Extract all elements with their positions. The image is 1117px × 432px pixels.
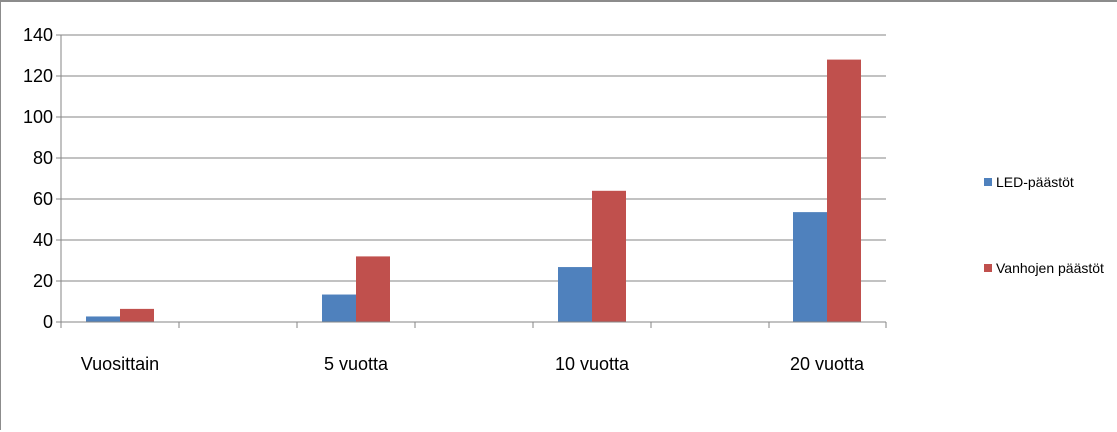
bar-vanhojen-2 — [592, 190, 626, 322]
y-tick-label: 140 — [23, 25, 53, 45]
bar-vanhojen-1 — [356, 256, 390, 322]
legend-swatch — [984, 178, 992, 186]
bar-led-2 — [558, 267, 592, 322]
legend-swatch — [984, 264, 992, 272]
x-category-label: 10 vuotta — [555, 354, 630, 374]
y-tick-label: 120 — [23, 66, 53, 86]
legend: LED-päästöt Vanhojen päästöt — [984, 174, 1104, 276]
bar-led-1 — [322, 294, 356, 322]
y-tick-label: 60 — [33, 189, 53, 209]
y-tick-label: 20 — [33, 271, 53, 291]
bar-vanhojen-0 — [120, 308, 154, 322]
x-axis: Vuosittain 5 vuotta 10 vuotta 20 vuotta — [60, 321, 887, 374]
y-tick-label: 40 — [33, 230, 53, 250]
legend-label: Vanhojen päästöt — [996, 260, 1104, 276]
bar-vanhojen-3 — [827, 59, 861, 322]
y-tick-label: 100 — [23, 107, 53, 127]
bar-led-0 — [86, 316, 120, 322]
y-axis-tick-labels: 0 20 40 60 80 100 120 140 — [23, 25, 53, 332]
legend-label: LED-päästöt — [996, 174, 1074, 190]
y-tick-label: 0 — [43, 312, 53, 332]
y-tick-label: 80 — [33, 148, 53, 168]
x-category-label: Vuosittain — [81, 354, 159, 374]
bar-led-3 — [793, 212, 827, 322]
bars — [86, 59, 861, 322]
gridlines — [56, 34, 886, 323]
x-category-label: 20 vuotta — [790, 354, 865, 374]
x-category-label: 5 vuotta — [324, 354, 389, 374]
